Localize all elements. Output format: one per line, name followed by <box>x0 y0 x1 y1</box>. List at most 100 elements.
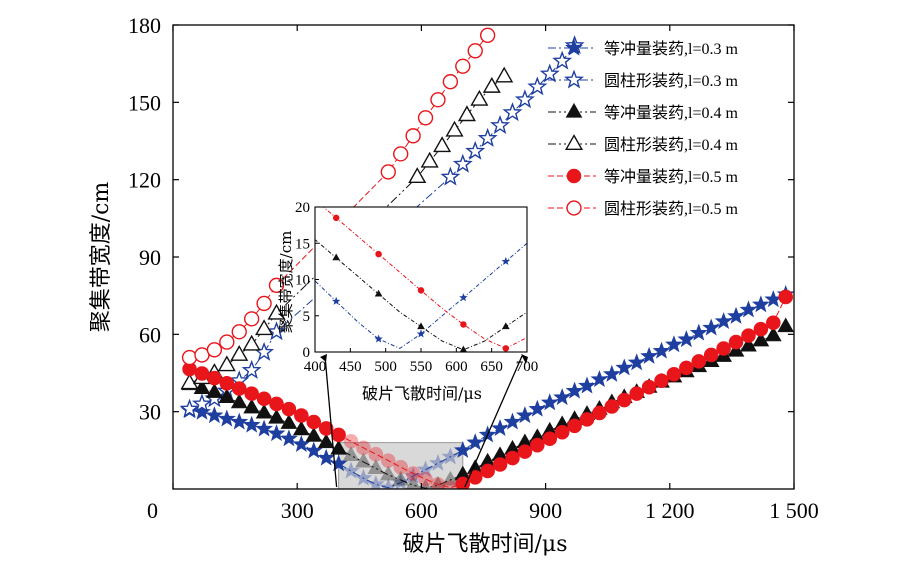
marker <box>727 341 745 357</box>
data-point <box>491 419 509 436</box>
data-point <box>230 412 249 430</box>
marker <box>652 341 671 359</box>
marker <box>441 447 460 465</box>
marker <box>492 457 508 472</box>
data-point <box>477 127 498 147</box>
marker <box>181 349 198 366</box>
marker <box>306 414 322 430</box>
data-point <box>243 311 260 327</box>
legend-l-value: ,l=0.4 m <box>684 137 738 154</box>
marker <box>679 360 694 376</box>
marker <box>205 406 224 424</box>
marker <box>255 419 273 437</box>
marker <box>206 383 223 398</box>
data-point <box>192 393 212 413</box>
marker <box>193 402 211 420</box>
data-point <box>408 167 427 184</box>
legend-entry: 等冲量装药,l=0.3 m <box>548 38 738 58</box>
data-point <box>539 63 560 83</box>
marker <box>778 289 793 305</box>
marker <box>255 403 273 419</box>
data-point <box>193 379 211 395</box>
marker <box>242 415 261 433</box>
marker <box>703 347 719 363</box>
marker <box>740 336 757 352</box>
marker <box>256 295 272 312</box>
data-point <box>343 434 359 449</box>
data-point <box>764 326 782 342</box>
marker <box>565 381 584 399</box>
data-point <box>317 433 335 449</box>
data-point <box>495 66 514 83</box>
data-point <box>255 419 273 437</box>
marker <box>416 460 435 478</box>
marker <box>491 419 509 436</box>
marker <box>764 326 782 342</box>
data-point <box>354 468 373 486</box>
marker <box>417 110 434 126</box>
marker <box>342 446 360 462</box>
y-tick-label: 30 <box>139 400 161 425</box>
marker <box>317 433 335 449</box>
data-point <box>405 466 421 481</box>
inset-x-tick-label: 400 <box>304 359 327 375</box>
data-point <box>294 408 309 423</box>
inset-x-tick-label: 500 <box>374 359 397 375</box>
marker <box>241 359 262 379</box>
marker <box>728 334 744 350</box>
data-point <box>727 341 745 357</box>
marker <box>540 393 559 411</box>
data-point <box>194 366 210 381</box>
inset-x-tick-label: 450 <box>339 359 362 375</box>
data-point <box>654 373 669 389</box>
data-point <box>516 406 534 424</box>
marker <box>317 448 336 466</box>
inset-marker <box>545 218 552 225</box>
data-point <box>217 409 236 427</box>
data-point <box>528 399 547 417</box>
marker <box>420 151 439 168</box>
marker <box>430 476 446 489</box>
data-point <box>602 364 621 382</box>
marker <box>218 388 236 404</box>
x-tick-label: 900 <box>529 498 562 523</box>
data-point <box>677 330 696 348</box>
legend-entry: 等冲量装药,l=0.4 m <box>548 102 738 122</box>
inset-series-0 <box>315 218 552 349</box>
marker <box>751 295 770 313</box>
data-point <box>269 396 284 412</box>
data-point <box>479 27 496 43</box>
legend-l-value: ,l=0.3 m <box>684 41 738 58</box>
inset-y-axis-label: 聚集带宽度/cm <box>277 231 295 334</box>
marker <box>243 311 260 327</box>
marker <box>330 439 347 455</box>
data-point <box>206 383 223 398</box>
data-point <box>268 277 285 294</box>
marker <box>268 409 285 424</box>
marker <box>255 319 274 336</box>
marker <box>716 341 731 356</box>
arrowhead-left <box>320 354 327 362</box>
data-point <box>442 470 459 486</box>
x-tick-label: 1 200 <box>645 498 695 523</box>
data-point <box>714 312 733 330</box>
legend-name: 圆柱形装药 <box>604 199 684 218</box>
marker <box>405 476 421 489</box>
marker <box>553 388 572 406</box>
marker <box>455 58 471 74</box>
data-point <box>615 358 634 376</box>
data-point <box>443 480 458 489</box>
inset-marker <box>502 345 510 352</box>
marker <box>517 444 533 459</box>
marker <box>430 92 446 108</box>
legend-entry: 圆柱形装药,l=0.5 m <box>548 199 738 218</box>
data-point <box>393 459 408 475</box>
inset-marker <box>545 290 552 296</box>
marker <box>418 471 433 487</box>
inset-tick-labels: 0 5 10 15 20 400 450 500 550 600 650 700 <box>295 200 538 375</box>
data-point <box>281 401 297 417</box>
marker <box>242 334 261 351</box>
data-point <box>430 92 446 108</box>
data-point <box>579 412 595 427</box>
data-point <box>629 386 644 401</box>
